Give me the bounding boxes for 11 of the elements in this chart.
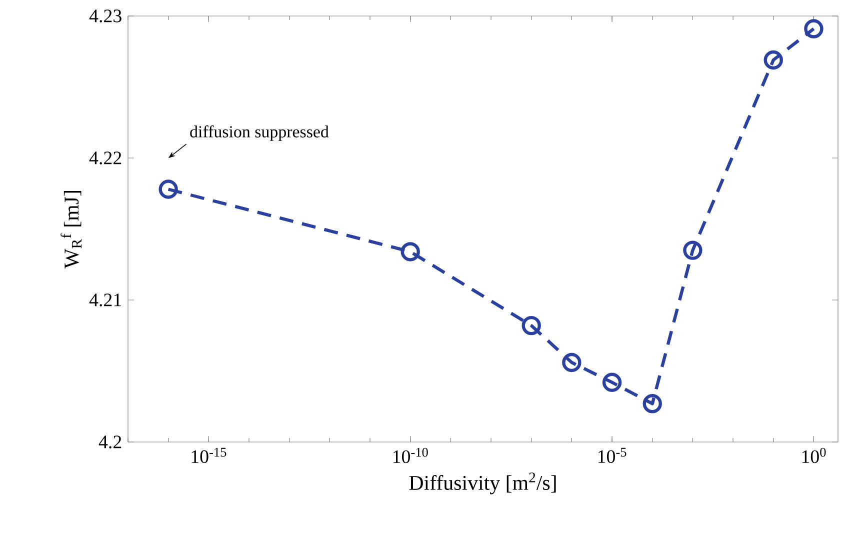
x-tick-label: 10$^{-15}$ [192,448,226,464]
y-tick-label: 4.23 [89,10,122,22]
annotation: diffusion suppressed [190,125,329,141]
y-tick-label: 4.22 [89,152,122,164]
x-axis-title: Diffusivity [m$^{2}$/s] [409,472,556,494]
x-tick-label: 10$^{0}$ [802,448,826,464]
y-axis-title: W$_{R}$$^{f}$ [mJ] [60,191,82,268]
y-tick-label: 4.21 [89,294,122,306]
x-tick-label: 10$^{-10}$ [393,448,428,464]
y-tick-label: 4.2 [98,436,122,448]
x-tick-label: 10$^{-5}$ [598,448,626,463]
